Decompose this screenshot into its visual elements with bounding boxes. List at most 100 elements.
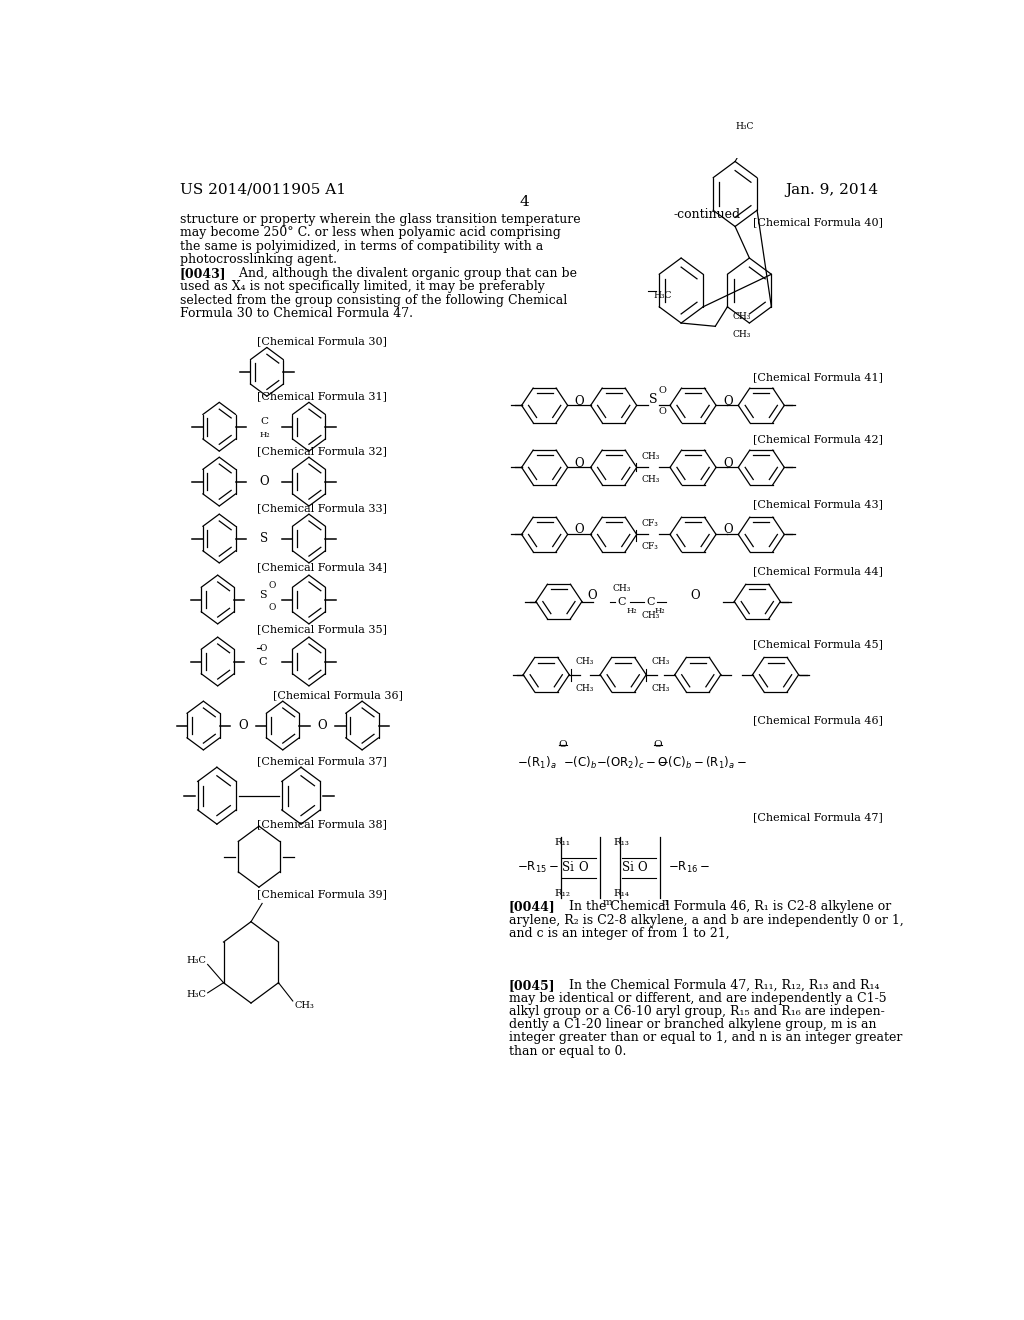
Text: S: S — [649, 393, 657, 405]
Text: O: O — [574, 395, 585, 408]
Text: S: S — [259, 590, 266, 601]
Text: O: O — [658, 407, 667, 416]
Text: C: C — [260, 417, 268, 426]
Text: R₁₂: R₁₂ — [554, 888, 570, 898]
Text: [Chemical Formula 35]: [Chemical Formula 35] — [257, 624, 387, 634]
Text: H₂: H₂ — [655, 607, 666, 615]
Text: O: O — [558, 741, 567, 750]
Text: 4: 4 — [520, 195, 529, 209]
Text: O: O — [578, 862, 588, 874]
Text: CH₃: CH₃ — [575, 685, 594, 693]
Text: O: O — [653, 741, 663, 750]
Text: [Chemical Formula 31]: [Chemical Formula 31] — [257, 391, 387, 401]
Text: CF₃: CF₃ — [642, 543, 658, 552]
Text: H₃C: H₃C — [653, 292, 672, 300]
Text: [Chemical Formula 46]: [Chemical Formula 46] — [754, 715, 884, 726]
Text: CH₃: CH₃ — [651, 657, 670, 667]
Text: CH₃: CH₃ — [733, 330, 751, 339]
Text: structure or property wherein the glass transition temperature: structure or property wherein the glass … — [179, 214, 581, 226]
Text: [Chemical Formula 39]: [Chemical Formula 39] — [257, 890, 387, 899]
Text: [Chemical Formula 42]: [Chemical Formula 42] — [754, 434, 884, 444]
Text: In the Chemical Formula 46, R₁ is C2-8 alkylene or: In the Chemical Formula 46, R₁ is C2-8 a… — [553, 900, 891, 913]
Text: [Chemical Formula 38]: [Chemical Formula 38] — [257, 820, 387, 829]
Text: Jan. 9, 2014: Jan. 9, 2014 — [784, 182, 878, 197]
Text: O: O — [259, 644, 266, 653]
Text: used as X₄ is not specifically limited, it may be preferably: used as X₄ is not specifically limited, … — [179, 280, 545, 293]
Text: O: O — [723, 457, 733, 470]
Text: $-(\mathrm{C})_b$: $-(\mathrm{C})_b$ — [563, 755, 597, 771]
Text: O: O — [574, 523, 585, 536]
Text: O: O — [658, 385, 667, 395]
Text: R₁₄: R₁₄ — [613, 888, 630, 898]
Text: [Chemical Formula 40]: [Chemical Formula 40] — [754, 218, 884, 227]
Text: $-(\mathrm{C})_b-(\mathrm{R}_1)_a-$: $-(\mathrm{C})_b-(\mathrm{R}_1)_a-$ — [658, 755, 746, 771]
Text: CH₃: CH₃ — [641, 611, 659, 620]
Text: and c is an integer of from 1 to 21,: and c is an integer of from 1 to 21, — [509, 927, 729, 940]
Text: H₃C: H₃C — [186, 990, 206, 999]
Text: US 2014/0011905 A1: US 2014/0011905 A1 — [179, 182, 345, 197]
Text: CF₃: CF₃ — [642, 519, 658, 528]
Text: CH₃: CH₃ — [612, 583, 631, 593]
Text: [Chemical Formula 41]: [Chemical Formula 41] — [754, 372, 884, 381]
Text: $-\mathrm{R}_{15}-$: $-\mathrm{R}_{15}-$ — [517, 861, 559, 875]
Text: And, although the divalent organic group that can be: And, although the divalent organic group… — [223, 267, 578, 280]
Text: CH₃: CH₃ — [733, 312, 751, 321]
Text: C: C — [646, 597, 654, 607]
Text: CH₃: CH₃ — [651, 685, 670, 693]
Text: H₃C: H₃C — [186, 956, 206, 965]
Text: H₂: H₂ — [627, 607, 637, 615]
Text: [Chemical Formula 30]: [Chemical Formula 30] — [257, 337, 387, 346]
Text: -continued: -continued — [674, 209, 741, 222]
Text: C: C — [259, 656, 267, 667]
Text: CH₃: CH₃ — [294, 1001, 314, 1010]
Text: [Chemical Formula 33]: [Chemical Formula 33] — [257, 503, 387, 513]
Text: $-(\mathrm{R}_1)_a$: $-(\mathrm{R}_1)_a$ — [517, 755, 556, 771]
Text: O: O — [723, 395, 733, 408]
Text: [0044]: [0044] — [509, 900, 556, 913]
Text: [0045]: [0045] — [509, 978, 556, 991]
Text: dently a C1-20 linear or branched alkylene group, m is an: dently a C1-20 linear or branched alkyle… — [509, 1018, 877, 1031]
Text: than or equal to 0.: than or equal to 0. — [509, 1044, 627, 1057]
Text: O: O — [268, 581, 275, 590]
Text: [Chemical Formula 44]: [Chemical Formula 44] — [754, 566, 884, 576]
Text: [Chemical Formula 32]: [Chemical Formula 32] — [257, 446, 387, 457]
Text: O: O — [260, 475, 269, 488]
Text: O: O — [723, 523, 733, 536]
Text: O: O — [588, 589, 597, 602]
Text: Si: Si — [622, 862, 634, 874]
Text: Si: Si — [562, 862, 574, 874]
Text: O: O — [317, 719, 328, 733]
Text: CH₃: CH₃ — [641, 451, 659, 461]
Text: may be identical or different, and are independently a C1-5: may be identical or different, and are i… — [509, 991, 887, 1005]
Text: the same is polyimidized, in terms of compatibility with a: the same is polyimidized, in terms of co… — [179, 240, 543, 252]
Text: R₁₃: R₁₃ — [613, 838, 630, 847]
Text: photocrosslinking agent.: photocrosslinking agent. — [179, 253, 337, 265]
Text: H₃C: H₃C — [735, 121, 754, 131]
Text: O: O — [239, 719, 248, 733]
Text: Formula 30 to Chemical Formula 47.: Formula 30 to Chemical Formula 47. — [179, 306, 413, 319]
Text: integer greater than or equal to 1, and n is an integer greater: integer greater than or equal to 1, and … — [509, 1031, 902, 1044]
Text: S: S — [260, 532, 268, 545]
Text: O: O — [574, 457, 585, 470]
Text: In the Chemical Formula 47, R₁₁, R₁₂, R₁₃ and R₁₄: In the Chemical Formula 47, R₁₁, R₁₂, R₁… — [553, 978, 879, 991]
Text: $-(\mathrm{OR}_2)_c-\mathrm{O}$: $-(\mathrm{OR}_2)_c-\mathrm{O}$ — [596, 755, 669, 771]
Text: O: O — [638, 862, 647, 874]
Text: alkyl group or a C6-10 aryl group, R₁₅ and R₁₆ are indepen-: alkyl group or a C6-10 aryl group, R₁₅ a… — [509, 1005, 885, 1018]
Text: n: n — [663, 899, 669, 907]
Text: $-\mathrm{R}_{16}-$: $-\mathrm{R}_{16}-$ — [668, 861, 710, 875]
Text: [Chemical Formula 34]: [Chemical Formula 34] — [257, 562, 387, 572]
Text: C: C — [617, 597, 626, 607]
Text: may become 250° C. or less when polyamic acid comprising: may become 250° C. or less when polyamic… — [179, 227, 560, 239]
Text: R₁₁: R₁₁ — [554, 838, 570, 847]
Text: [Chemical Formula 45]: [Chemical Formula 45] — [754, 639, 884, 649]
Text: m: m — [602, 899, 612, 907]
Text: CH₃: CH₃ — [641, 475, 659, 484]
Text: CH₃: CH₃ — [575, 657, 594, 667]
Text: [Chemical Formula 43]: [Chemical Formula 43] — [754, 499, 884, 510]
Text: O: O — [268, 603, 275, 612]
Text: arylene, R₂ is C2-8 alkylene, a and b are independently 0 or 1,: arylene, R₂ is C2-8 alkylene, a and b ar… — [509, 913, 903, 927]
Text: [Chemical Formula 37]: [Chemical Formula 37] — [257, 756, 387, 766]
Text: [0043]: [0043] — [179, 267, 226, 280]
Text: H₂: H₂ — [259, 430, 269, 438]
Text: O: O — [690, 589, 700, 602]
